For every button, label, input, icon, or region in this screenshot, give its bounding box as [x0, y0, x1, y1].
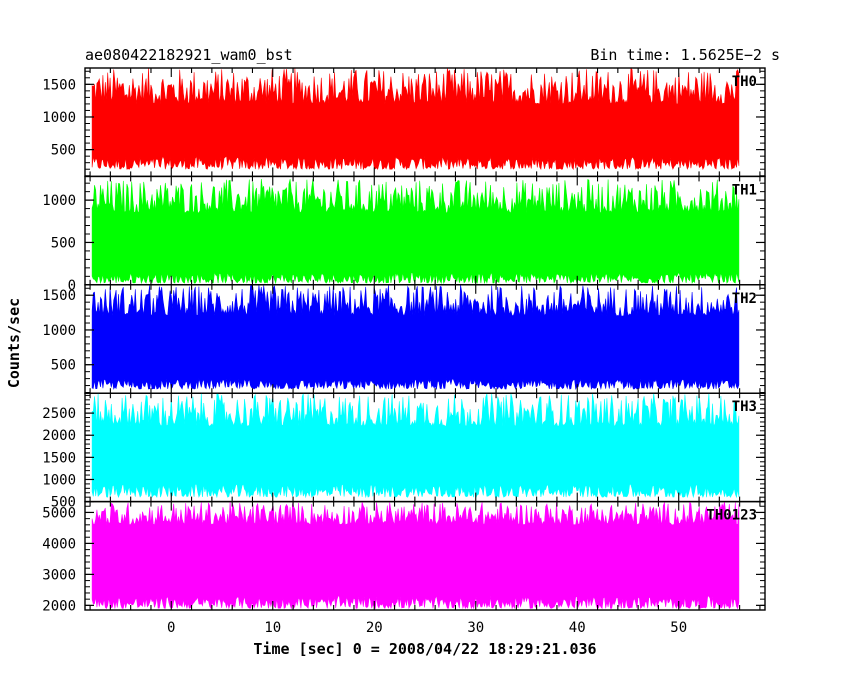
y-tick-label: 0 — [68, 278, 76, 294]
panel-th1: 0 500 1000 TH1 — [42, 175, 766, 294]
x-tick-label: 0 — [167, 620, 175, 636]
series-trace-th0123 — [91, 501, 740, 610]
y-tick-label: 500 — [51, 235, 76, 251]
series-trace-th0 — [91, 68, 740, 171]
y-tick-label: 500 — [51, 143, 76, 159]
y-tick-label: 1000 — [42, 472, 76, 488]
band-label-th2: TH2 — [732, 291, 757, 307]
chart-title: ae080422182921_wam0_bst — [85, 46, 293, 64]
band-label-th3: TH3 — [732, 399, 757, 415]
series-trace-th2 — [91, 284, 740, 391]
band-label-th0: TH0 — [732, 74, 757, 90]
x-tick-label: 50 — [670, 620, 687, 636]
y-tick-label: 3000 — [42, 567, 76, 583]
series-trace-th1 — [91, 178, 740, 285]
panel-th3: 500 1000 1500 2000 2500 TH3 — [42, 392, 766, 511]
y-axis-label: Counts/sec — [5, 298, 23, 388]
y-tick-label: 1000 — [42, 193, 76, 209]
y-tick-label: 2000 — [42, 598, 76, 614]
y-tick-label: 1500 — [42, 450, 76, 466]
x-tick-label: 30 — [467, 620, 484, 636]
x-tick-label: 40 — [569, 620, 586, 636]
y-tick-label: 1000 — [42, 323, 76, 339]
x-tick-label: 10 — [264, 620, 281, 636]
y-tick-label: 4000 — [42, 536, 76, 552]
x-axis-label: Time [sec] 0 = 2008/04/22 18:29:21.036 — [253, 640, 596, 658]
band-label-th0123: TH0123 — [706, 508, 757, 524]
series-trace-th3 — [91, 393, 740, 499]
panel-th2: 500 1000 1500 TH2 — [42, 284, 766, 394]
y-tick-label: 5000 — [42, 505, 76, 521]
y-tick-label: 500 — [51, 358, 76, 374]
bin-time-label: Bin time: 1.5625E−2 s — [590, 46, 780, 64]
panel-th0: 500 1000 1500 TH0 — [42, 67, 766, 178]
y-tick-label: 500 — [51, 495, 76, 511]
panel-th0123: 2000 3000 4000 5000 TH0123 — [42, 500, 766, 614]
y-tick-label: 2000 — [42, 428, 76, 444]
y-tick-label: 1500 — [42, 288, 76, 304]
y-tick-label: 1000 — [42, 110, 76, 126]
y-tick-label: 2500 — [42, 406, 76, 422]
x-tick-label: 20 — [366, 620, 383, 636]
band-label-th1: TH1 — [732, 182, 757, 198]
y-tick-label: 1500 — [42, 77, 76, 93]
